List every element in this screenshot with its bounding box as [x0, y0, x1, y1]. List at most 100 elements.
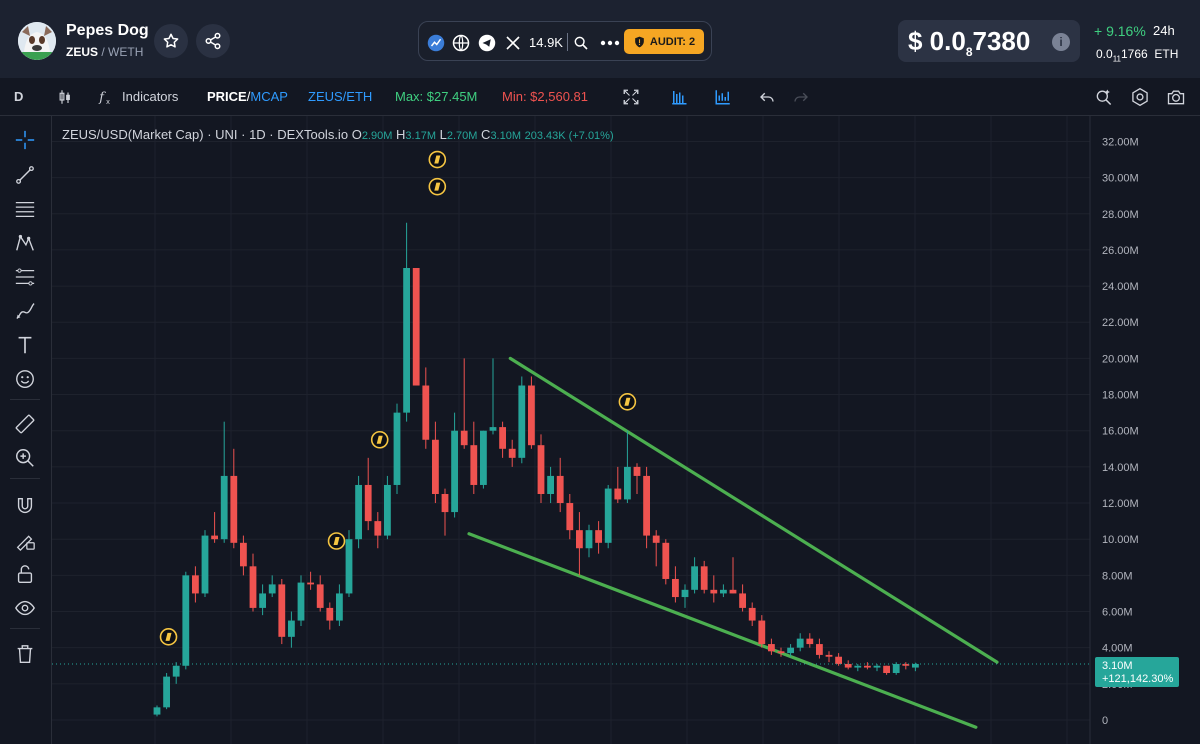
candle-body — [892, 663, 900, 673]
candle — [624, 430, 631, 504]
candle-body — [163, 676, 170, 708]
candle — [672, 566, 679, 603]
eye-icon[interactable] — [13, 596, 37, 620]
ruler-icon[interactable] — [13, 412, 37, 436]
trash-icon[interactable] — [13, 642, 37, 666]
price-option[interactable]: PRICE — [207, 89, 247, 104]
token-avatar — [18, 22, 56, 60]
candle — [700, 560, 708, 594]
pattern-icon[interactable] — [13, 231, 37, 255]
candle-body — [556, 475, 564, 504]
audit-button[interactable]: AUDIT: 2 — [624, 29, 704, 54]
pair-toggle[interactable]: ZEUS/ETH — [308, 89, 373, 104]
area-chart-icon[interactable] — [713, 87, 733, 107]
event-markers — [159, 150, 637, 646]
candle-type-icon[interactable] — [55, 87, 75, 107]
candle — [240, 535, 247, 576]
candle — [297, 575, 305, 626]
telegram-icon[interactable] — [478, 34, 496, 52]
price-mcap-toggle[interactable]: PRICE/MCAP — [207, 89, 288, 104]
legend-open: 2.90M — [361, 130, 393, 142]
timeframe-button[interactable]: D — [14, 89, 24, 104]
candle — [268, 575, 276, 598]
candle — [777, 647, 785, 657]
candle — [585, 524, 593, 558]
candle — [441, 488, 449, 536]
candle — [729, 557, 737, 594]
candle — [384, 475, 391, 540]
undo-icon[interactable] — [757, 87, 777, 107]
candle — [211, 512, 218, 543]
info-icon[interactable]: i — [1052, 33, 1070, 51]
candle-body — [355, 484, 362, 540]
crosshair-icon[interactable] — [13, 128, 37, 152]
zoom-in-icon[interactable] — [13, 446, 37, 470]
magic-icon[interactable] — [1094, 87, 1114, 107]
y-tick-label: 0 — [1102, 715, 1108, 727]
candle-body — [374, 521, 382, 536]
x-twitter-icon[interactable] — [504, 34, 522, 52]
legend-open-key: O — [351, 127, 362, 142]
fullscreen-icon[interactable] — [621, 87, 641, 107]
candle-body — [403, 268, 410, 413]
candle — [259, 584, 266, 616]
candle-body — [662, 542, 670, 579]
indicators-button[interactable]: Indicators — [122, 89, 179, 104]
globe-icon[interactable] — [452, 34, 470, 52]
candle — [835, 653, 842, 666]
candle — [787, 644, 794, 657]
change-timeframe: 24h — [1153, 23, 1175, 38]
settings-icon[interactable] — [1130, 87, 1150, 107]
candle-body — [249, 566, 257, 608]
candle-body — [672, 578, 679, 598]
candle-body — [278, 584, 286, 637]
bars-chart-icon[interactable] — [669, 87, 689, 107]
more-icon[interactable] — [599, 34, 621, 52]
mcap-option[interactable]: MCAP — [250, 89, 288, 104]
price-axis: 02.00M4.00M6.00M8.00M10.00M12.00M14.00M1… — [1095, 136, 1179, 727]
audit-label: AUDIT: 2 — [649, 35, 696, 48]
tool-divider — [10, 478, 40, 479]
candle — [336, 584, 343, 626]
candle — [844, 660, 852, 670]
candle-body — [633, 466, 641, 476]
text-icon[interactable] — [13, 333, 37, 357]
market-cap-chart[interactable]: 02.00M4.00M6.00M8.00M10.00M12.00M14.00M1… — [52, 116, 1200, 744]
search-icon[interactable] — [572, 34, 590, 52]
candle-body — [796, 638, 804, 648]
pair-quote: / WETH — [101, 45, 144, 59]
unlock-icon[interactable] — [13, 562, 37, 586]
emoji-icon[interactable] — [13, 367, 37, 391]
candle — [288, 611, 295, 648]
favorite-button[interactable] — [154, 24, 188, 58]
candle-body — [537, 445, 545, 494]
candle — [720, 584, 727, 598]
eth-price-prefix: 0.0 — [1096, 47, 1113, 61]
trendline-icon[interactable] — [13, 163, 37, 187]
share-button[interactable] — [196, 24, 230, 58]
token-pair: ZEUS / WETH — [66, 45, 143, 59]
candle — [902, 662, 910, 670]
candle — [422, 367, 430, 449]
candle — [432, 421, 439, 504]
candle — [249, 553, 257, 612]
candle — [182, 571, 190, 670]
lock-drawing-icon[interactable] — [13, 528, 37, 552]
candle — [806, 633, 814, 648]
horizontal-lines-icon[interactable] — [13, 197, 37, 221]
candle-body — [844, 663, 852, 668]
magnet-icon[interactable] — [13, 494, 37, 518]
candle-body — [576, 530, 583, 549]
price-change: + 9.16% — [1094, 23, 1146, 39]
social-links-bar: 14.9K AUDIT: 2 — [418, 21, 712, 61]
candle — [412, 268, 420, 386]
redo-icon[interactable] — [791, 87, 811, 107]
fib-icon[interactable] — [13, 265, 37, 289]
camera-icon[interactable] — [1166, 87, 1186, 107]
brush-icon[interactable] — [13, 299, 37, 323]
event-marker — [618, 392, 637, 411]
candle-body — [172, 665, 180, 677]
candle-body — [412, 268, 420, 386]
dextools-icon[interactable] — [427, 34, 445, 52]
